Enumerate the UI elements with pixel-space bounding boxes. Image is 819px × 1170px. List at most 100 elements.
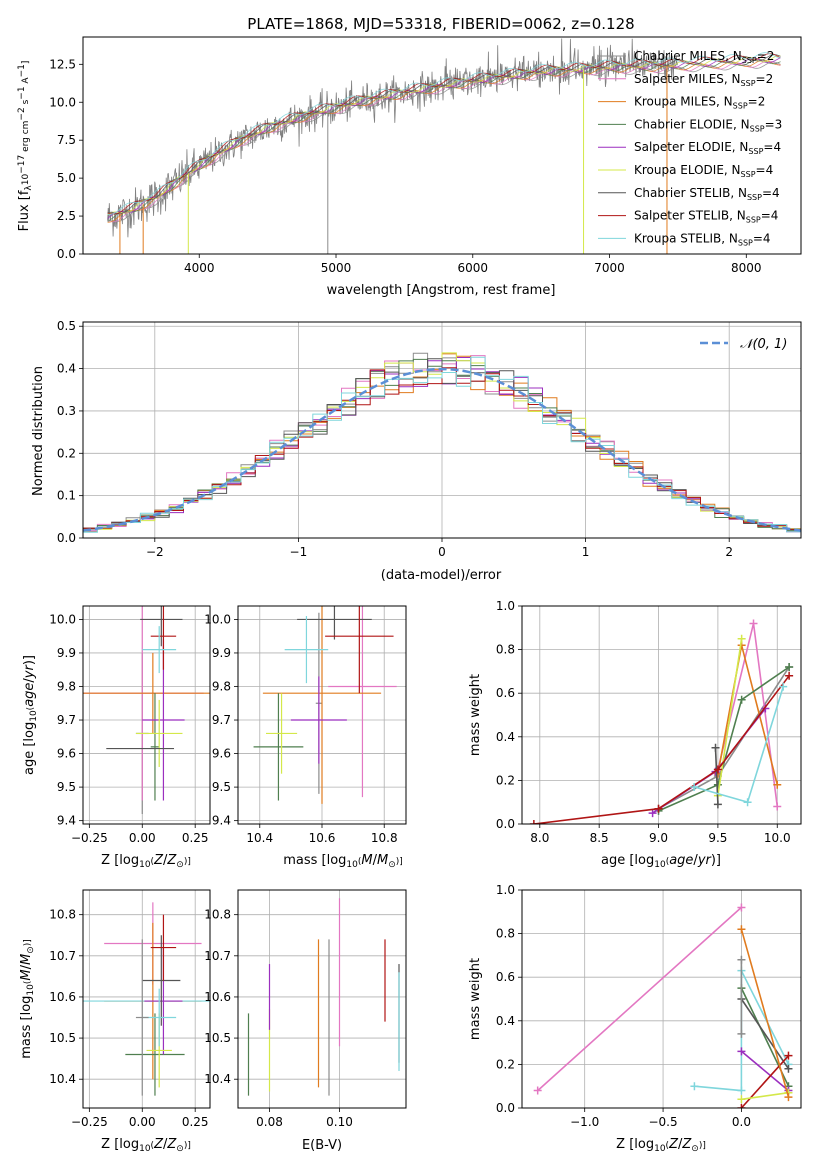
series-marker bbox=[737, 1086, 746, 1095]
spectrum-ylabel-part: Flux [f bbox=[17, 190, 32, 231]
series-marker bbox=[690, 1082, 699, 1091]
y-tick-label: 0.2 bbox=[496, 773, 515, 787]
y-tick-label: 10.8 bbox=[204, 908, 231, 922]
legend-label: Salpeter MILES, NSSP=2 bbox=[634, 72, 773, 88]
axes-frame bbox=[521, 605, 802, 825]
mass-weight-vs-z-xlabel-part: )] bbox=[699, 1141, 706, 1151]
x-tick-label: 0.25 bbox=[182, 1115, 209, 1129]
series-marker bbox=[749, 619, 758, 628]
legend-label-main: Chabrier MILES, N bbox=[634, 49, 742, 63]
age-vs-z-xlabel-part: )] bbox=[184, 857, 191, 867]
legend-label-tail: =4 bbox=[761, 209, 779, 223]
mass-vs-z-ylabel-part: ( bbox=[23, 981, 33, 985]
legend-label: Chabrier ELODIE, NSSP=3 bbox=[634, 117, 782, 133]
x-tick-label: −0.25 bbox=[71, 831, 108, 845]
mass-vs-z-axes: −0.25 0.00 0.25 10.4 10.5 10.6 10.7 10.8 bbox=[49, 889, 211, 1129]
axes-frame bbox=[82, 605, 211, 825]
x-tick-label: 0 bbox=[438, 545, 446, 559]
plot-layer: 4000 5000 6000 7000 80000.02.55.07.510.012.5… bbox=[17, 36, 802, 1154]
mass-weight-vs-z-xlabel-part: / bbox=[678, 1137, 683, 1152]
axes-frame bbox=[237, 889, 407, 1109]
age-vs-z-ylabel-part: age [log bbox=[22, 722, 37, 775]
x-tick-label: 6000 bbox=[457, 261, 488, 275]
legend-label-main: Chabrier STELIB, N bbox=[634, 186, 747, 200]
mass-vs-z-ylabel-part: )] bbox=[23, 939, 33, 946]
y-tick-label: 0.2 bbox=[496, 1057, 515, 1071]
legend-label: Chabrier STELIB, NSSP=4 bbox=[634, 186, 780, 202]
spectrum-ylabel-part: −2 bbox=[17, 107, 27, 120]
x-tick-label: 0.10 bbox=[326, 1115, 353, 1129]
y-tick-label: 0.5 bbox=[57, 319, 76, 333]
y-tick-label: 5.0 bbox=[57, 171, 76, 185]
x-tick-label: 10.4 bbox=[246, 831, 273, 845]
legend-label-tail: =2 bbox=[757, 49, 775, 63]
y-tick-label: 0.4 bbox=[57, 362, 76, 376]
x-tick-label: 10.0 bbox=[764, 831, 791, 845]
series-line bbox=[740, 1055, 790, 1108]
spectrum-ylabel-part: s bbox=[21, 99, 31, 107]
mass-vs-z-xlabel-part: Z bbox=[166, 1137, 177, 1152]
series-marker bbox=[737, 1095, 746, 1104]
series-marker bbox=[737, 695, 746, 704]
mass-weight-vs-z-xlabel-part: 10 bbox=[654, 1144, 666, 1154]
age-vs-z-ylabel-part: ( bbox=[26, 707, 36, 711]
series-marker bbox=[737, 634, 746, 643]
spectrum-model-line bbox=[107, 53, 781, 215]
legend-label-main: Kroupa MILES, N bbox=[634, 95, 733, 109]
y-tick-label: 0.8 bbox=[496, 927, 515, 941]
y-tick-label: 0.0 bbox=[57, 531, 76, 545]
plot-area bbox=[253, 606, 397, 804]
residual-ylabel: Normed distribution bbox=[31, 366, 46, 496]
series-marker bbox=[737, 955, 746, 964]
series-line bbox=[714, 747, 719, 805]
age-vs-z-ylabel: age [log10(age/yr)] bbox=[22, 655, 39, 775]
mass-vs-z-xlabel-part: / bbox=[163, 1137, 168, 1152]
series-marker bbox=[785, 663, 794, 672]
series-marker bbox=[784, 1064, 793, 1073]
series-line bbox=[740, 928, 790, 1098]
plot-area bbox=[83, 606, 210, 814]
series-marker bbox=[785, 671, 794, 680]
legend-label-main: Chabrier ELODIE, N bbox=[634, 117, 750, 131]
age-vs-mass-xlabel-part: 10 bbox=[346, 860, 358, 870]
legend-label: Salpeter STELIB, NSSP=4 bbox=[634, 209, 778, 225]
spectrum-model-line bbox=[107, 52, 781, 215]
series-marker bbox=[737, 1104, 746, 1108]
spectrum-ylabel-part: −1 bbox=[17, 86, 27, 99]
mass-vs-z-xlabel: Z [log10(Z/Z⊙)] bbox=[101, 1137, 191, 1154]
x-tick-label: 10.6 bbox=[309, 831, 336, 845]
age-vs-z-xlabel: Z [log10(Z/Z⊙)] bbox=[101, 853, 191, 870]
legend-label: Salpeter ELODIE, NSSP=4 bbox=[634, 140, 781, 156]
x-tick-label: −2 bbox=[146, 545, 164, 559]
mass-vs-z-ylabel-part: / bbox=[19, 964, 34, 969]
mass-weight-vs-z-xlabel-part: Z bbox=[668, 1137, 679, 1152]
x-tick-label: −0.25 bbox=[71, 1115, 108, 1129]
mass-weight-vs-age-xlabel-part: / bbox=[693, 853, 698, 868]
age-vs-mass-xlabel-part: mass [log bbox=[283, 853, 346, 868]
age-vs-mass-xlabel-part: ( bbox=[358, 857, 362, 867]
x-tick-label: −0.5 bbox=[648, 1115, 677, 1129]
mass-weight-vs-age-xlabel-part: age bbox=[669, 853, 693, 868]
x-tick-label: 8.5 bbox=[590, 831, 609, 845]
y-tick-label: 9.4 bbox=[57, 814, 76, 828]
series-marker bbox=[773, 780, 782, 789]
y-tick-label: 9.7 bbox=[212, 713, 231, 727]
spectrum-model-line bbox=[107, 55, 781, 216]
x-tick-label: −1 bbox=[290, 545, 308, 559]
x-tick-label: −1.0 bbox=[570, 1115, 599, 1129]
x-tick-label: 5000 bbox=[321, 261, 352, 275]
mass-vs-z-xlabel-part: ⊙ bbox=[176, 1144, 184, 1154]
ebv-xlabel: E(B-V) bbox=[302, 1138, 342, 1153]
series-marker bbox=[737, 1029, 746, 1038]
y-tick-label: 10.0 bbox=[49, 612, 76, 626]
mass-weight-age-ylabel: mass weight bbox=[468, 674, 483, 756]
age-vs-z-xlabel-part: Z [log bbox=[101, 853, 139, 868]
mass-vs-z-ylabel-part: M bbox=[19, 969, 34, 980]
y-tick-label: 0.2 bbox=[57, 446, 76, 460]
spectrum-ylabel-part: λ bbox=[24, 185, 34, 191]
legend-label-sub: SSP bbox=[738, 238, 753, 247]
series-marker bbox=[654, 804, 663, 813]
series-marker bbox=[779, 682, 788, 691]
mass-vs-z-ylabel-part: M bbox=[19, 954, 34, 965]
y-tick-label: 1.0 bbox=[496, 883, 515, 897]
